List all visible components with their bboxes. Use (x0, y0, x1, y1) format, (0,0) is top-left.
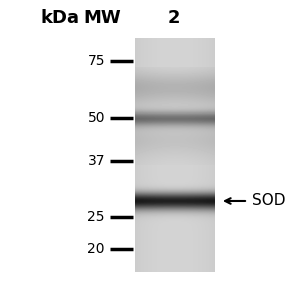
Text: 37: 37 (88, 154, 105, 168)
Text: MW: MW (83, 9, 121, 27)
Text: 50: 50 (88, 112, 105, 125)
Text: 75: 75 (88, 54, 105, 68)
Text: SOD: SOD (252, 194, 286, 208)
Text: 25: 25 (88, 210, 105, 224)
Text: 20: 20 (88, 242, 105, 256)
Text: 2: 2 (168, 9, 180, 27)
Text: kDa: kDa (40, 9, 80, 27)
